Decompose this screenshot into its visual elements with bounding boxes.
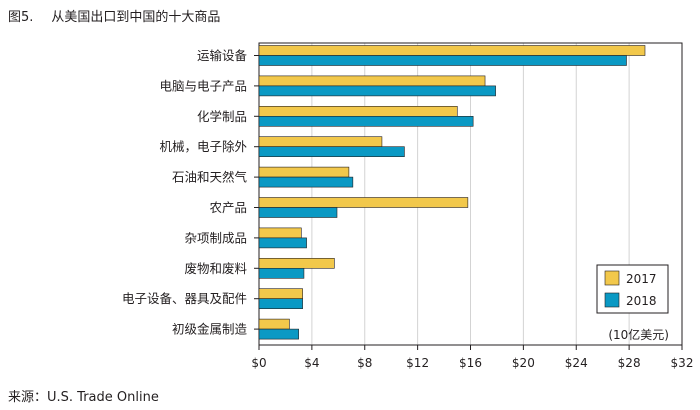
source-note: 来源：U.S. Trade Online [8,390,159,405]
bar-2018 [258,146,405,157]
bar-2017 [258,227,302,239]
legend: 2017 2018 [596,264,669,314]
bar-2018 [258,176,354,188]
category-label: 电脑与电子产品 [159,78,247,93]
category-label: 初级金属制造 [172,322,248,337]
bar-2017 [258,75,486,87]
legend-swatch-2018 [604,292,620,308]
bar-2018 [258,298,303,310]
unit-label: (10亿美元) [608,327,669,342]
category-labels: 运输设备电脑与电子产品化学制品机械，电子除外石油和天然气农产品杂项制成品废物和废… [122,48,259,337]
bar-2018 [258,328,299,340]
figure-number: 图5. [8,10,34,25]
legend-swatch-2017 [604,270,620,286]
category-label: 化学制品 [197,109,247,124]
bar-2017 [258,136,383,147]
bar-2017 [258,318,290,330]
legend-label-2018: 2018 [626,294,657,308]
bar-2018 [258,55,627,66]
bar-2017 [258,257,335,269]
bar-2018 [258,207,338,218]
bar-2018 [258,237,307,249]
figure-caption: 从美国出口到中国的十大商品 [51,10,221,25]
bar-2018 [258,267,305,279]
x-tick-label: $12 [406,356,429,370]
figure-title: 图5. 从美国出口到中国的十大商品 [8,6,220,25]
category-label: 废物和废料 [184,261,247,276]
category-label: 农产品 [209,200,247,215]
bar-2018 [258,116,474,127]
bar-2017 [258,197,469,208]
category-label: 杂项制成品 [184,230,247,245]
x-tick-label: $24 [565,356,588,370]
x-tick-label: $20 [512,356,535,370]
x-tick-label: $16 [459,356,482,370]
x-tick-label: $28 [618,356,641,370]
category-label: 石油和天然气 [172,170,248,185]
bar-2017 [258,288,303,300]
category-label: 电子设备、器具及配件 [122,291,247,306]
category-label: 运输设备 [197,48,248,63]
category-label: 机械，电子除外 [159,139,247,154]
bars [258,45,646,340]
x-tick-label: $0 [251,356,266,370]
x-axis-ticks: $0 $4 $8 $12 $16 $20 $24 $28 $32 [251,345,693,370]
bar-2017 [258,45,646,56]
bar-2017 [258,166,350,178]
x-tick-label: $8 [357,356,372,370]
legend-label-2017: 2017 [626,272,657,286]
bar-2017 [258,106,458,117]
x-tick-label: $4 [304,356,319,370]
bar-2018 [258,85,496,97]
x-tick-label: $32 [671,356,694,370]
